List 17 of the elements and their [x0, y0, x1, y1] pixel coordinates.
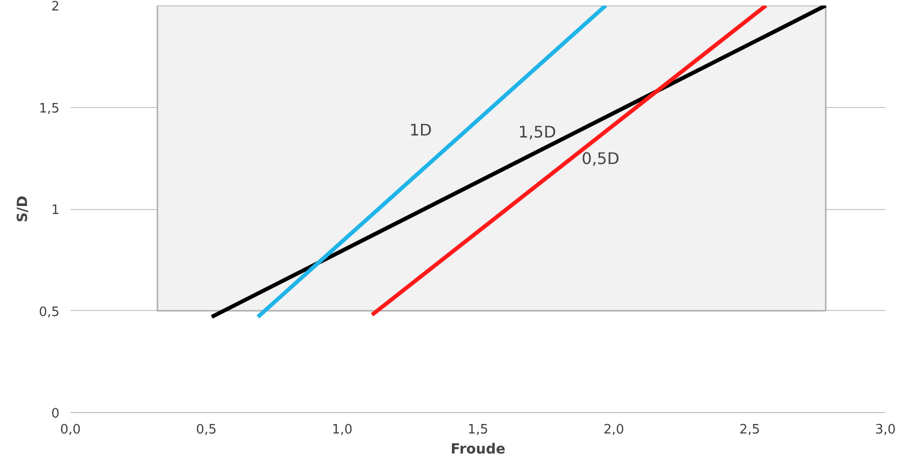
y-tick-label: 0 [51, 406, 60, 422]
x-tick-label: 0,0 [60, 422, 81, 438]
y-tick-label: 2 [51, 0, 60, 14]
y-tick-label: 0,5 [38, 304, 60, 320]
series-label: 1D [409, 120, 432, 140]
y-tick-label: 1,5 [38, 101, 60, 116]
x-tick-label: 0,5 [196, 422, 217, 438]
y-axis-title: S/D [14, 196, 31, 222]
x-axis-title: Froude [450, 442, 506, 458]
x-tick-label: 1,0 [332, 422, 353, 438]
series-label: 1,5D [518, 122, 556, 142]
x-tick-label: 2,0 [603, 422, 624, 438]
x-tick-label: 3,0 [875, 422, 896, 438]
series-label: 0,5D [582, 148, 620, 168]
x-tick-label: 1,5 [468, 422, 488, 438]
x-tick-label: 2,5 [739, 422, 760, 438]
y-tick-label: 1 [51, 203, 60, 218]
